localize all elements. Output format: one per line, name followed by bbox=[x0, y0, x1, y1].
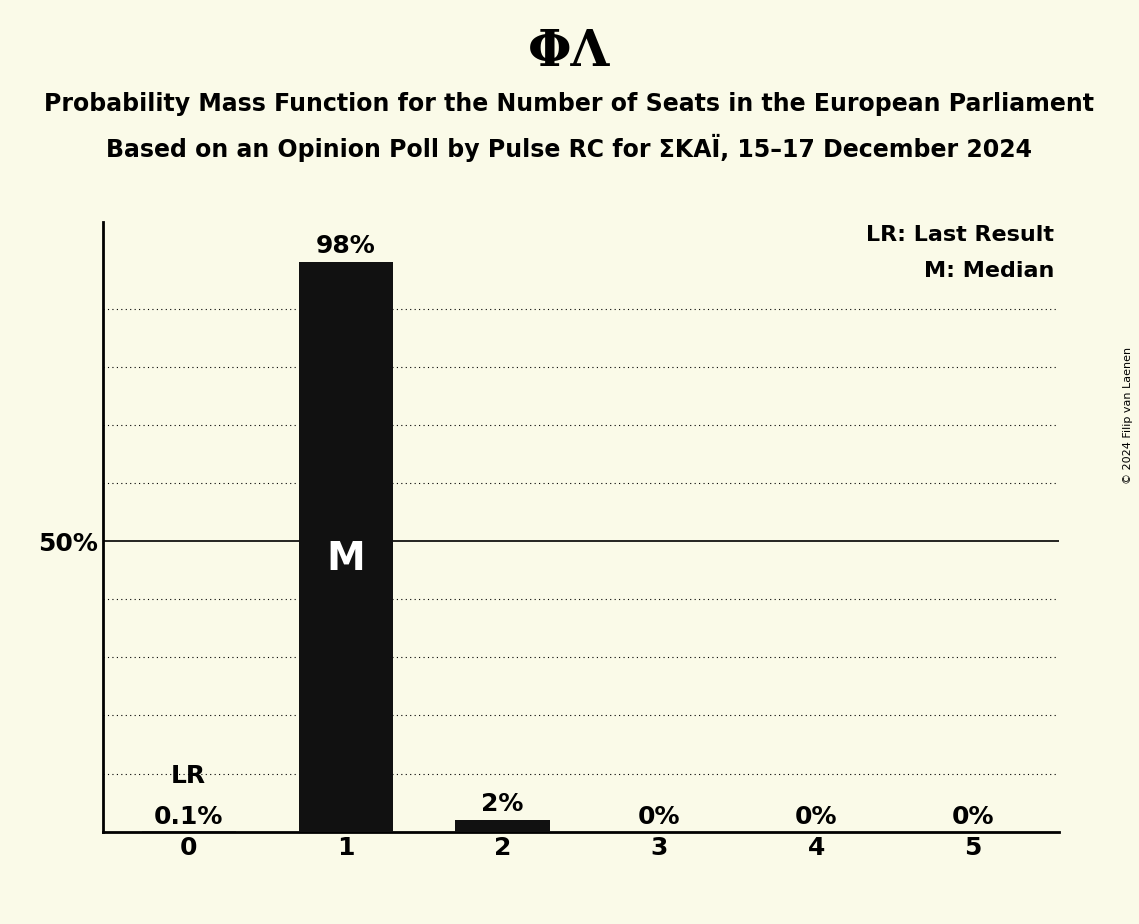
Text: M: Median: M: Median bbox=[924, 261, 1055, 282]
Text: ΦΛ: ΦΛ bbox=[528, 28, 611, 77]
Text: Probability Mass Function for the Number of Seats in the European Parliament: Probability Mass Function for the Number… bbox=[44, 92, 1095, 116]
Text: 0%: 0% bbox=[795, 805, 837, 829]
Bar bbox=[456, 820, 549, 832]
Text: 2%: 2% bbox=[482, 792, 524, 816]
Bar bbox=[298, 262, 393, 832]
Text: 0%: 0% bbox=[638, 805, 681, 829]
Text: M: M bbox=[326, 540, 364, 578]
Text: 0%: 0% bbox=[952, 805, 994, 829]
Text: Based on an Opinion Poll by Pulse RC for ΣΚΑΪ, 15–17 December 2024: Based on an Opinion Poll by Pulse RC for… bbox=[107, 134, 1032, 162]
Text: LR: LR bbox=[171, 764, 206, 788]
Text: 0.1%: 0.1% bbox=[154, 805, 223, 829]
Text: 98%: 98% bbox=[316, 235, 376, 259]
Text: LR: Last Result: LR: Last Result bbox=[867, 225, 1055, 245]
Text: © 2024 Filip van Laenen: © 2024 Filip van Laenen bbox=[1123, 347, 1133, 484]
